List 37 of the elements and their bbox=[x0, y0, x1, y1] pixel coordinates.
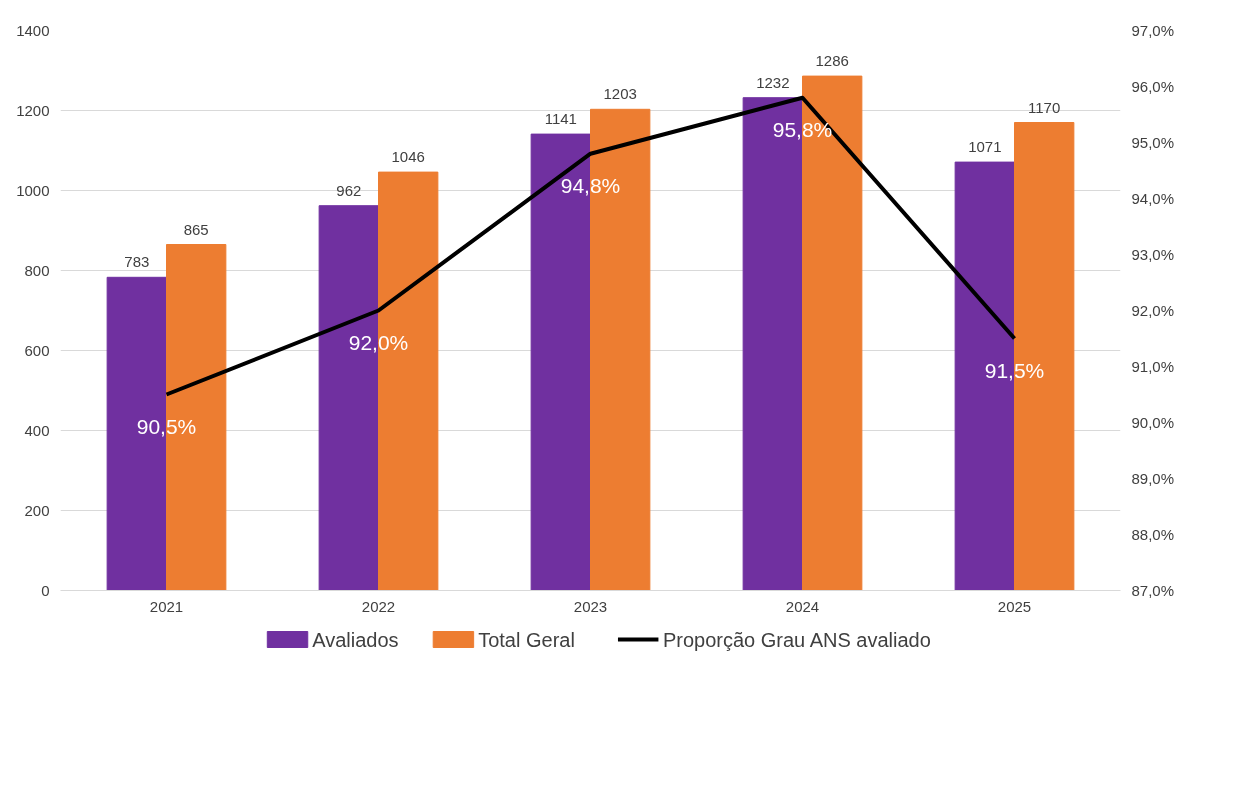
data-label: 1141 bbox=[544, 110, 577, 128]
legend-label: Total Geral bbox=[478, 628, 575, 651]
y2-tick-label: 88,0% bbox=[1131, 526, 1175, 543]
y2-tick-label: 95,0% bbox=[1131, 134, 1175, 151]
legend-label: Avaliados bbox=[312, 628, 399, 651]
y-tick-label: 1000 bbox=[16, 181, 50, 199]
data-label: 1286 bbox=[815, 52, 849, 70]
y-tick-label: 800 bbox=[24, 261, 50, 279]
x-tick-label: 2025 bbox=[997, 597, 1032, 615]
y2-tick-label: 92,0% bbox=[1131, 302, 1175, 319]
legend-label: Proporção Grau ANS avaliado bbox=[662, 628, 931, 651]
y2-tick-label: 90,0% bbox=[1131, 414, 1175, 431]
y-tick-label: 200 bbox=[24, 501, 50, 519]
y-tick-label: 600 bbox=[24, 341, 50, 359]
x-tick-label: 2024 bbox=[785, 597, 820, 615]
data-label: 1071 bbox=[968, 138, 1002, 156]
y-tick-label: 400 bbox=[24, 421, 50, 439]
data-label: 1046 bbox=[391, 148, 425, 166]
y2-tick-label: 89,0% bbox=[1131, 470, 1175, 487]
y-tick-label: 0 bbox=[41, 581, 50, 599]
x-tick-label: 2021 bbox=[149, 597, 184, 615]
data-label: 1232 bbox=[756, 73, 790, 91]
y2-tick-label: 94,0% bbox=[1131, 190, 1175, 207]
data-label: 1170 bbox=[1028, 98, 1061, 116]
data-label: 962 bbox=[336, 181, 362, 199]
y2-tick-label: 96,0% bbox=[1131, 78, 1175, 95]
y-tick-label: 1400 bbox=[16, 21, 50, 39]
x-tick-label: 2023 bbox=[573, 597, 608, 615]
y2-tick-label: 93,0% bbox=[1131, 246, 1175, 263]
data-label: 865 bbox=[183, 220, 209, 238]
data-label: 783 bbox=[124, 253, 150, 271]
x-tick-label: 2022 bbox=[361, 597, 396, 615]
data-label: 1203 bbox=[603, 85, 637, 103]
y2-tick-label: 97,0% bbox=[1131, 22, 1175, 39]
y2-tick-label: 91,0% bbox=[1131, 358, 1175, 375]
y-tick-label: 1200 bbox=[16, 101, 50, 119]
y2-tick-label: 87,0% bbox=[1131, 582, 1175, 599]
